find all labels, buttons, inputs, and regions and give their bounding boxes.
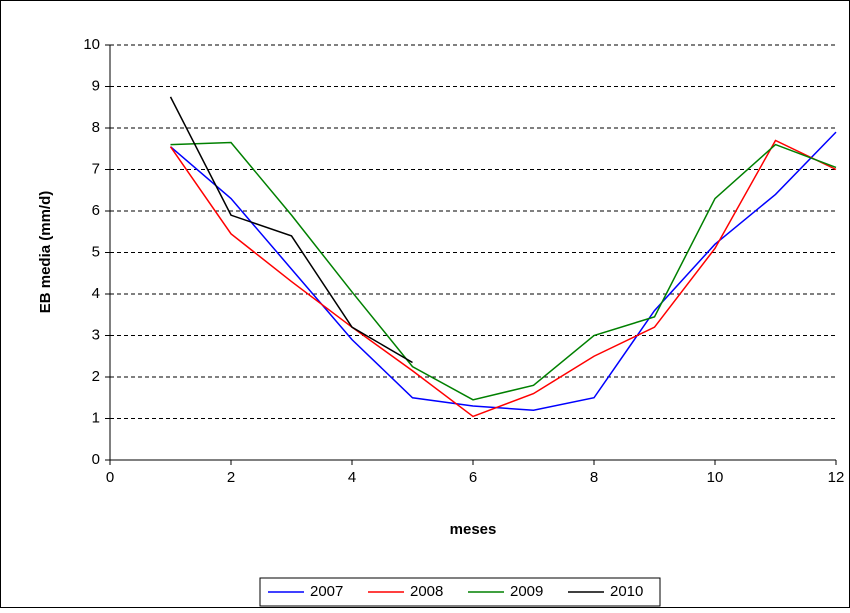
y-tick-label: 8 [92, 119, 100, 136]
series-line [170, 141, 837, 401]
y-tick-label: 4 [92, 285, 100, 302]
x-axis-label: meses [450, 521, 497, 538]
x-tick-label: 4 [348, 469, 356, 486]
y-tick-label: 0 [92, 451, 100, 468]
x-tick-label: 0 [106, 469, 114, 486]
y-tick-label: 1 [92, 409, 100, 426]
series-line [169, 96, 413, 364]
x-tick-label: 8 [590, 469, 598, 486]
y-tick-label: 5 [92, 243, 100, 260]
y-tick-label: 3 [92, 326, 100, 343]
y-tick-label: 10 [83, 36, 100, 53]
legend-label: 2007 [310, 583, 343, 600]
legend-label: 2009 [510, 583, 543, 600]
y-tick-label: 2 [92, 368, 100, 385]
legend-label: 2010 [610, 583, 643, 600]
y-axis-label: EB media (mm/d) [37, 191, 54, 314]
legend-label: 2008 [410, 583, 443, 600]
series-line [169, 139, 837, 418]
x-tick-label: 6 [469, 469, 477, 486]
x-tick-label: 12 [828, 469, 845, 486]
x-tick-label: 2 [227, 469, 235, 486]
y-tick-label: 9 [92, 77, 100, 94]
series-line [170, 131, 837, 411]
x-tick-label: 10 [707, 469, 724, 486]
y-tick-label: 6 [92, 202, 100, 219]
y-tick-label: 7 [92, 160, 100, 177]
